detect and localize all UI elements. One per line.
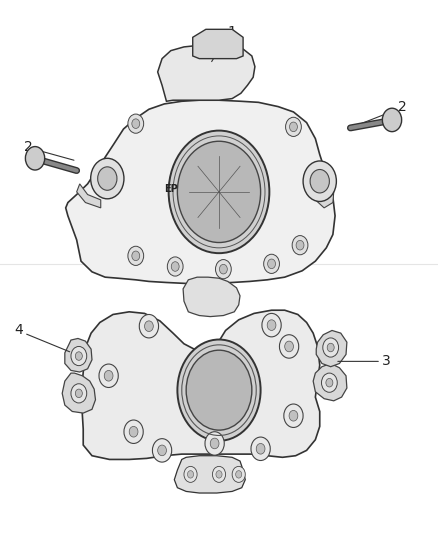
Circle shape (98, 167, 117, 190)
Circle shape (184, 466, 197, 482)
Polygon shape (62, 373, 95, 413)
Circle shape (25, 147, 45, 170)
Circle shape (268, 259, 276, 269)
Circle shape (71, 346, 87, 366)
Circle shape (152, 439, 172, 462)
Circle shape (124, 420, 143, 443)
Circle shape (132, 251, 140, 261)
Circle shape (71, 384, 87, 403)
Circle shape (186, 350, 252, 430)
Polygon shape (316, 330, 347, 367)
Circle shape (212, 466, 226, 482)
Circle shape (236, 471, 242, 478)
Circle shape (262, 313, 281, 337)
Text: EP: EP (164, 184, 178, 194)
Polygon shape (81, 310, 320, 459)
Polygon shape (313, 364, 347, 401)
Circle shape (323, 338, 339, 357)
Polygon shape (158, 45, 255, 101)
Circle shape (215, 260, 231, 279)
Text: 3: 3 (382, 354, 391, 368)
Circle shape (285, 341, 293, 352)
Circle shape (216, 471, 222, 478)
Circle shape (75, 352, 82, 360)
Circle shape (382, 108, 402, 132)
Circle shape (145, 321, 153, 332)
Circle shape (286, 117, 301, 136)
Circle shape (219, 264, 227, 274)
Circle shape (169, 131, 269, 253)
Circle shape (326, 378, 333, 387)
Text: 4: 4 (14, 324, 23, 337)
Polygon shape (65, 338, 92, 372)
Circle shape (289, 410, 298, 421)
Circle shape (177, 141, 261, 243)
Circle shape (158, 445, 166, 456)
Circle shape (129, 426, 138, 437)
Circle shape (279, 335, 299, 358)
Circle shape (321, 373, 337, 392)
Circle shape (232, 466, 245, 482)
Polygon shape (183, 277, 240, 317)
Circle shape (139, 314, 159, 338)
Polygon shape (193, 29, 243, 59)
Circle shape (91, 158, 124, 199)
Polygon shape (315, 187, 334, 208)
Circle shape (264, 254, 279, 273)
Circle shape (256, 443, 265, 454)
Circle shape (284, 404, 303, 427)
Polygon shape (66, 100, 335, 284)
Text: 2: 2 (24, 140, 33, 154)
Circle shape (210, 438, 219, 449)
Circle shape (99, 364, 118, 387)
Circle shape (187, 471, 194, 478)
Circle shape (251, 437, 270, 461)
Text: 1: 1 (228, 25, 237, 39)
Circle shape (205, 432, 224, 455)
Circle shape (177, 340, 261, 441)
Circle shape (132, 119, 140, 128)
Circle shape (75, 389, 82, 398)
Circle shape (167, 257, 183, 276)
Circle shape (310, 169, 329, 193)
Circle shape (128, 114, 144, 133)
Polygon shape (174, 456, 245, 493)
Circle shape (303, 161, 336, 201)
Circle shape (327, 343, 334, 352)
Circle shape (292, 236, 308, 255)
Circle shape (267, 320, 276, 330)
Text: 2: 2 (398, 100, 406, 114)
Circle shape (128, 246, 144, 265)
Circle shape (171, 262, 179, 271)
Polygon shape (77, 184, 101, 208)
Circle shape (290, 122, 297, 132)
Circle shape (104, 370, 113, 381)
Circle shape (296, 240, 304, 250)
